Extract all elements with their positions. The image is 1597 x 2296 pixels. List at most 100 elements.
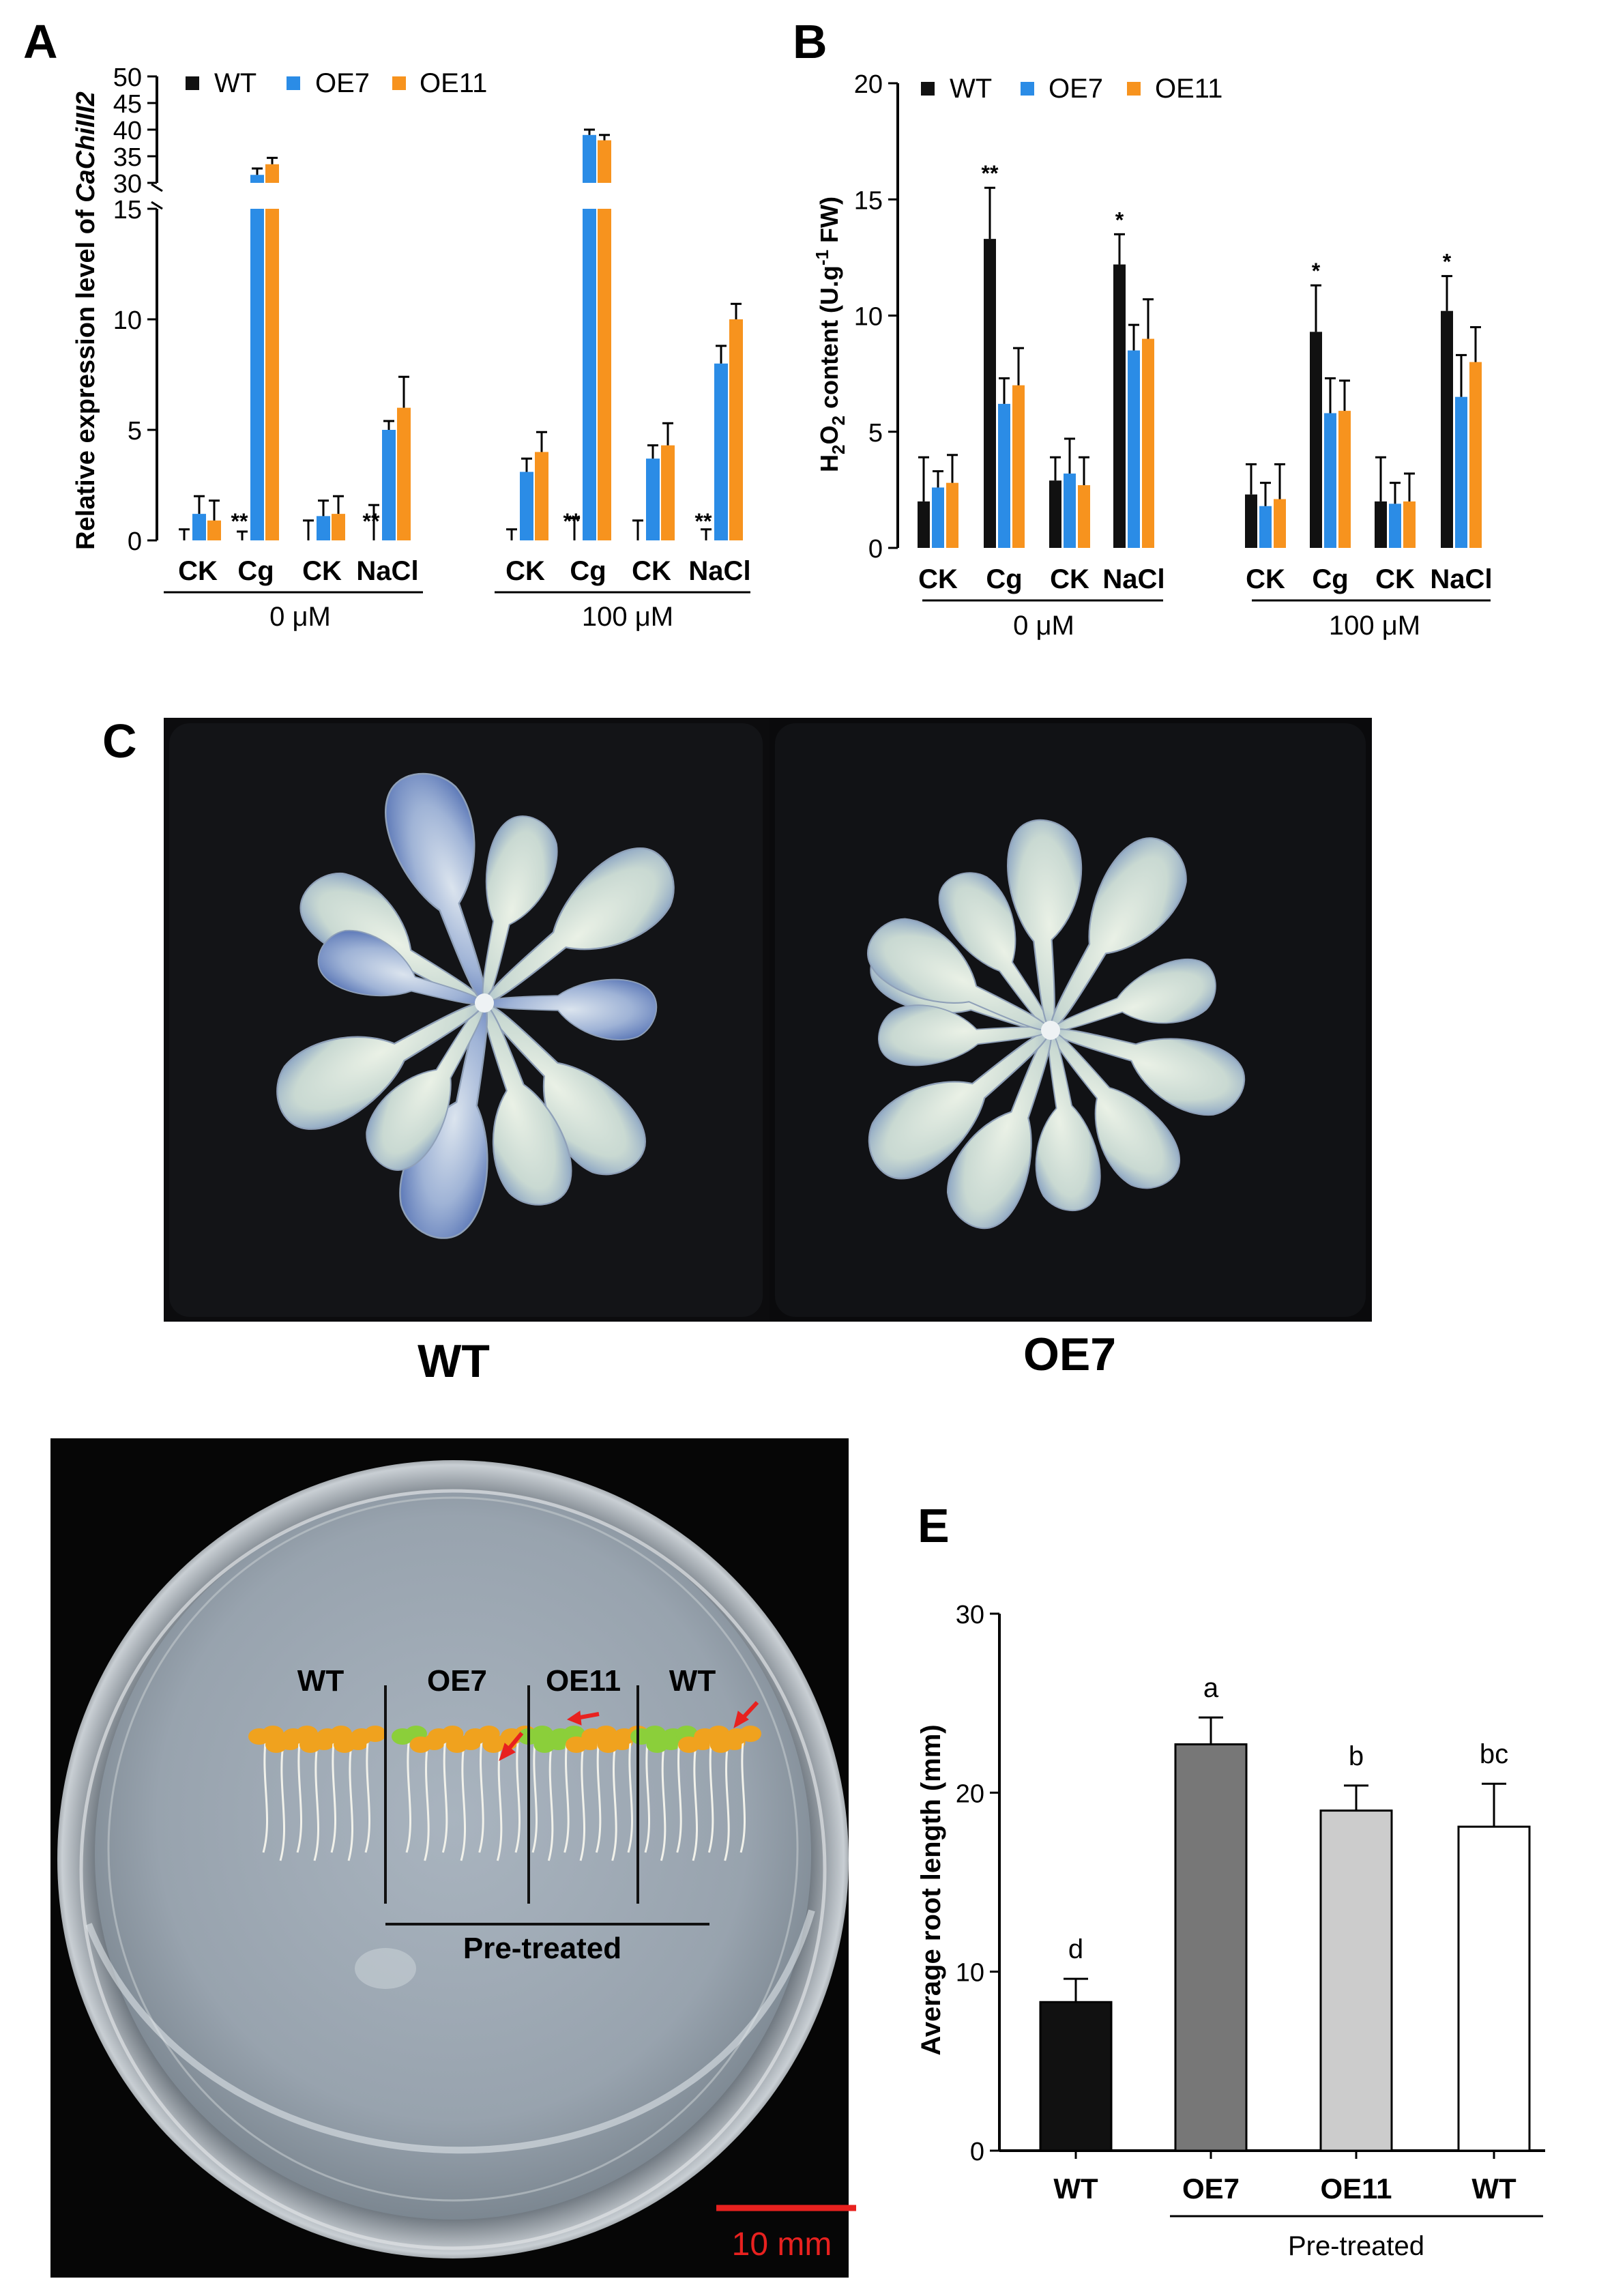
photo-panel-d: WT OE7 OE11 WT Pre-treated 10 mm [50, 1438, 856, 2278]
bar-b [1274, 499, 1286, 548]
seedling-root [478, 1736, 484, 1853]
bar-a [397, 407, 411, 540]
legend-swatch-oe7 [1021, 82, 1034, 96]
bar-a [598, 209, 611, 540]
bar-b [1403, 501, 1416, 548]
y-tick-label-e: 20 [956, 1779, 984, 1808]
seedling-root [296, 1736, 303, 1853]
bar-a [714, 363, 728, 540]
seedling-root [579, 1744, 586, 1861]
panel-letter-e: E [918, 1499, 950, 1552]
panel-letter-a: A [23, 15, 58, 68]
x-tick-label-a: CK [632, 556, 671, 586]
x-tick-label-b: CK [1246, 564, 1285, 594]
y-tick-label-a: 45 [113, 90, 142, 119]
seedling-root [724, 1744, 730, 1861]
significance-b: * [1443, 250, 1452, 274]
x-tick-label-b: CK [1050, 564, 1089, 594]
seedling-root [347, 1744, 354, 1861]
x-tick-label-a: NaCl [356, 556, 418, 586]
significance-a: ** [563, 509, 581, 534]
y-tick-label-e: 0 [970, 2138, 984, 2166]
x-tick-label-a: NaCl [688, 556, 750, 586]
y-tick-label-b: 0 [868, 535, 883, 564]
bar-a [729, 319, 743, 540]
petri-dish-agar [95, 1490, 811, 2220]
seedling-root [424, 1744, 430, 1861]
group-label-b: 100 μM [1329, 611, 1420, 641]
seedling-root [595, 1736, 602, 1853]
x-tick-label-b: CK [1375, 564, 1415, 594]
dish-label-wt-2: WT [669, 1664, 716, 1698]
bar-a [250, 209, 264, 540]
bar-a [646, 459, 660, 540]
scale-bar-label: 10 mm [732, 2226, 832, 2263]
y-tick-label-a: 0 [128, 527, 142, 556]
seedling-root [739, 1736, 746, 1853]
significance-letter-e: a [1203, 1673, 1219, 1703]
rosette-oe7 [851, 815, 1252, 1239]
bar-b [1064, 474, 1076, 548]
group-label-a: 0 μM [269, 602, 331, 632]
bar-b [1389, 504, 1401, 548]
seedling-root [496, 1744, 503, 1861]
bar-b [998, 403, 1010, 548]
y-tick-label-a: 15 [113, 196, 142, 224]
bar-a [661, 445, 675, 540]
bar-b [1375, 501, 1387, 548]
seedling-root [364, 1736, 371, 1853]
seedling-root [405, 1736, 412, 1853]
bar-b [918, 501, 930, 548]
significance-b: * [1115, 207, 1124, 232]
seedling-root [531, 1736, 538, 1853]
y-tick-label-b: 5 [868, 419, 883, 448]
bar-b [1310, 332, 1322, 548]
seedling-root [330, 1736, 337, 1853]
bar-b [1441, 310, 1453, 548]
significance-b: ** [982, 161, 999, 186]
x-tick-label-a: CK [302, 556, 342, 586]
significance-letter-e: d [1068, 1934, 1083, 1964]
axis-break-a [151, 183, 163, 192]
x-tick-label-b: Cg [1312, 564, 1348, 594]
x-tick-label-b: Cg [986, 564, 1022, 594]
x-tick-label-a: CK [506, 556, 545, 586]
bar-a [207, 520, 221, 540]
y-tick-label-b: 20 [854, 70, 883, 99]
significance-letter-e: bc [1480, 1739, 1508, 1769]
bar-b [1245, 494, 1257, 548]
panel-letter-b: B [793, 15, 827, 68]
bar-b [1113, 264, 1126, 548]
significance-a: ** [231, 509, 248, 534]
bar-a [583, 209, 596, 540]
bar-a [382, 430, 396, 540]
bar-b [1259, 506, 1272, 548]
red-arrow-icon [733, 1700, 759, 1729]
axis-break-a [151, 201, 163, 210]
bar-a [265, 209, 279, 540]
seedlings [248, 1726, 761, 1861]
legend-label-oe11: OE11 [420, 68, 487, 98]
x-tick-label-e: WT [1053, 2173, 1098, 2205]
x-tick-label-b: NaCl [1102, 564, 1164, 594]
bar-a [192, 514, 206, 540]
y-tick-label-e: 30 [956, 1601, 984, 1629]
bar-a [598, 140, 611, 183]
y-tick-label-e: 10 [956, 1959, 984, 1988]
photo-label-oe7: OE7 [1023, 1328, 1116, 1380]
legend-swatch-oe7 [287, 76, 300, 90]
seedling-root [563, 1736, 570, 1853]
bar-b [1128, 350, 1140, 548]
legend-a: WT OE7 OE11 [186, 68, 487, 98]
y-tick-label-b: 15 [854, 186, 883, 215]
y-tick-label-a: 5 [128, 417, 142, 446]
y-axis-label-e: Average root length (mm) [916, 1724, 946, 2055]
significance-letter-e: b [1349, 1741, 1364, 1771]
y-axis-label-a: Relative expression level of CaChiIII2 [72, 91, 100, 550]
seedling-root [262, 1736, 269, 1853]
seedling-root [547, 1744, 554, 1861]
bar-b [1469, 362, 1482, 548]
bar-b [946, 482, 958, 548]
